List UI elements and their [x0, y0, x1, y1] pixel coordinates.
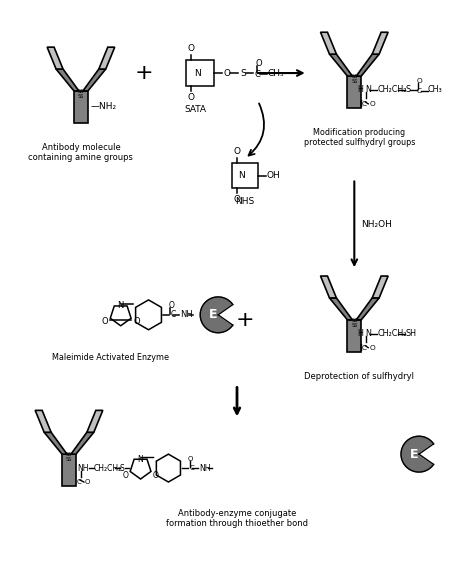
Text: N: N	[365, 329, 371, 338]
Text: SH: SH	[405, 329, 416, 338]
Text: O: O	[187, 456, 192, 462]
Polygon shape	[62, 454, 76, 486]
Text: C: C	[77, 479, 82, 485]
Polygon shape	[83, 69, 106, 91]
Polygon shape	[99, 47, 115, 69]
Text: NH: NH	[180, 310, 193, 319]
Polygon shape	[87, 410, 103, 432]
Text: O: O	[188, 93, 195, 102]
Text: H: H	[357, 329, 363, 338]
Text: O: O	[234, 195, 240, 204]
Polygon shape	[320, 276, 337, 298]
Text: O: O	[123, 471, 128, 480]
Polygon shape	[320, 32, 337, 54]
Text: NH: NH	[199, 463, 211, 472]
Polygon shape	[347, 320, 361, 352]
Text: N: N	[238, 171, 246, 180]
Text: OH: OH	[267, 171, 281, 180]
Text: C: C	[170, 310, 176, 319]
Polygon shape	[356, 298, 379, 320]
Polygon shape	[372, 32, 388, 54]
Text: Maleimide Activated Enzyme: Maleimide Activated Enzyme	[52, 352, 169, 361]
Text: E: E	[209, 309, 218, 321]
Wedge shape	[419, 443, 438, 465]
Circle shape	[200, 297, 236, 333]
Text: N: N	[194, 69, 201, 78]
Text: O: O	[153, 471, 158, 480]
Text: Modification producing
protected sulfhydryl groups: Modification producing protected sulfhyd…	[303, 128, 415, 147]
Polygon shape	[35, 410, 51, 432]
Text: E: E	[410, 448, 418, 461]
Polygon shape	[156, 454, 181, 482]
Polygon shape	[130, 459, 151, 479]
Text: CH₃: CH₃	[268, 69, 284, 78]
Text: O: O	[168, 301, 174, 310]
Text: +: +	[236, 310, 254, 330]
Polygon shape	[329, 298, 352, 320]
Polygon shape	[110, 306, 131, 326]
Text: S: S	[405, 86, 410, 95]
Text: NH₂OH: NH₂OH	[361, 220, 392, 229]
Text: H: H	[357, 86, 363, 95]
Text: NHS: NHS	[235, 198, 255, 207]
Polygon shape	[186, 60, 214, 86]
Polygon shape	[56, 69, 79, 91]
Text: O: O	[188, 44, 195, 53]
Text: CH₂CH₂: CH₂CH₂	[377, 329, 407, 338]
Polygon shape	[136, 300, 162, 330]
Text: S: S	[120, 463, 125, 472]
Circle shape	[401, 436, 437, 472]
Text: C: C	[361, 101, 366, 107]
Text: —NH₂: —NH₂	[91, 102, 117, 111]
Polygon shape	[356, 54, 379, 76]
Text: O: O	[223, 69, 230, 78]
Text: Antibody molecule
containing amine groups: Antibody molecule containing amine group…	[28, 142, 133, 162]
Polygon shape	[71, 432, 94, 454]
Polygon shape	[47, 47, 63, 69]
Text: +: +	[134, 63, 153, 83]
Polygon shape	[74, 91, 88, 123]
Text: O: O	[101, 318, 108, 327]
Text: Deprotection of sulfhydryl: Deprotection of sulfhydryl	[304, 372, 414, 381]
Text: CH₃: CH₃	[428, 86, 443, 95]
Text: O: O	[369, 101, 375, 107]
Text: C: C	[417, 88, 422, 94]
Text: C: C	[189, 465, 194, 471]
Text: O: O	[234, 146, 240, 155]
Polygon shape	[232, 163, 258, 189]
Text: N: N	[365, 86, 371, 95]
Text: O: O	[85, 479, 90, 485]
Polygon shape	[347, 76, 361, 108]
Text: SATA: SATA	[184, 105, 206, 114]
Text: O: O	[256, 59, 263, 68]
Text: N: N	[137, 454, 144, 463]
Text: SS
SS: SS SS	[351, 318, 357, 328]
Text: NH: NH	[77, 463, 89, 472]
Text: C: C	[255, 69, 261, 78]
Text: O: O	[369, 345, 375, 351]
Text: C: C	[361, 345, 366, 351]
Text: S: S	[240, 69, 246, 78]
Text: SS
SS: SS SS	[78, 89, 84, 99]
Polygon shape	[329, 54, 352, 76]
Text: SS
SS: SS SS	[351, 74, 357, 84]
Polygon shape	[44, 432, 67, 454]
Text: SS
SS: SS SS	[66, 452, 72, 462]
Text: CH₂CH₂: CH₂CH₂	[377, 86, 407, 95]
Text: N: N	[118, 301, 124, 310]
Wedge shape	[218, 304, 237, 325]
Text: O: O	[133, 318, 140, 327]
Text: CH₂CH₂: CH₂CH₂	[94, 463, 122, 472]
Text: O: O	[417, 78, 423, 84]
Text: Antibody-enzyme conjugate
formation through thioether bond: Antibody-enzyme conjugate formation thro…	[166, 509, 308, 528]
Polygon shape	[372, 276, 388, 298]
